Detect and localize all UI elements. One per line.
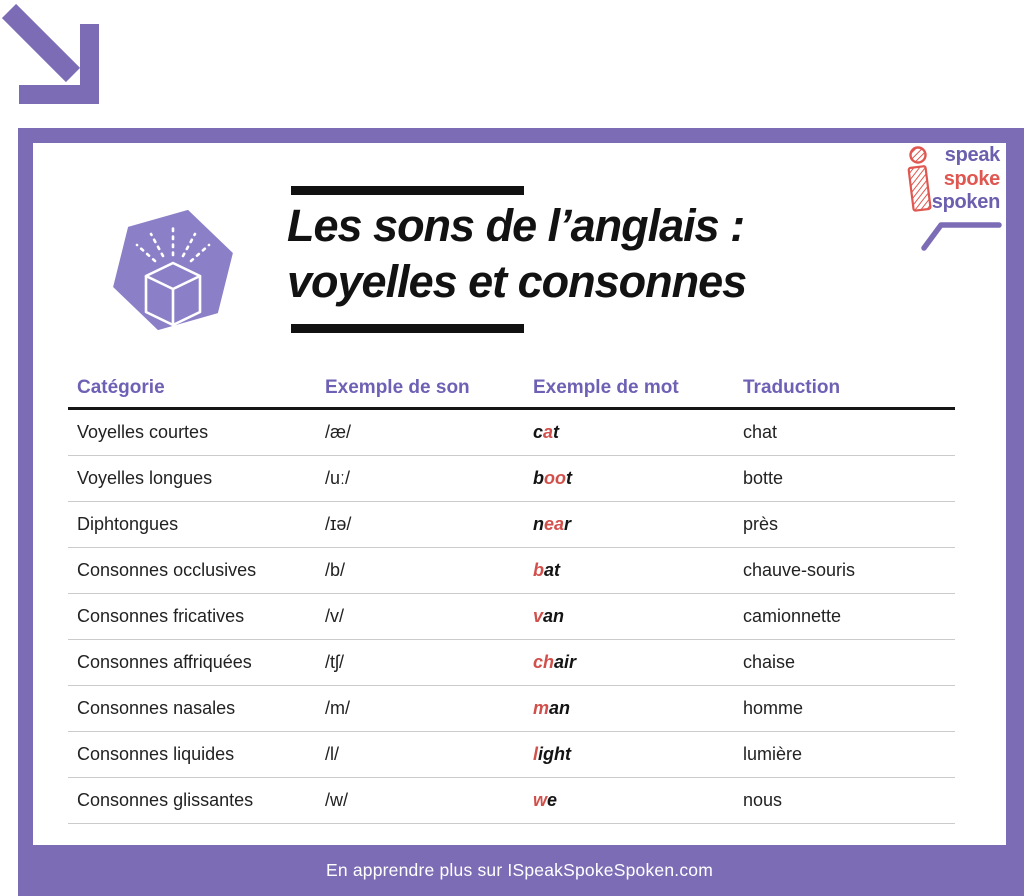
category-cell: Consonnes liquides [77, 744, 235, 764]
table-header-row: Catégorie Exemple de son Exemple de mot … [68, 368, 955, 410]
logo-word-speak: speak [944, 144, 1001, 166]
word-accent: ea [544, 514, 565, 534]
category-cell: Consonnes occlusives [77, 560, 257, 580]
table-row: Consonnes liquides /l/ light lumière [68, 732, 955, 778]
word-cell: chair [533, 652, 743, 673]
table-row: Consonnes fricatives /v/ van camionnette [68, 594, 955, 640]
table-row: Diphtongues /ɪə/ near près [68, 502, 955, 548]
word-cell: van [533, 606, 743, 627]
sound-cell: /b/ [325, 560, 346, 580]
microphone-i-icon [907, 146, 932, 212]
word-accent: w [533, 790, 548, 810]
word-prefix: b [533, 468, 544, 488]
column-header-sound: Exemple de son [325, 376, 470, 398]
translation-cell: camionnette [743, 606, 842, 626]
logo-word-spoke: spoke [943, 167, 1001, 190]
title-rule-bottom [291, 324, 524, 333]
word-accent: b [533, 560, 544, 580]
word-cell: cat [533, 422, 743, 443]
sound-cell: /ɪə/ [325, 514, 352, 534]
category-cell: Consonnes nasales [77, 698, 236, 718]
word-accent: v [533, 606, 544, 626]
sounds-table: Catégorie Exemple de son Exemple de mot … [68, 368, 955, 824]
translation-cell: chaise [743, 652, 796, 672]
translation-cell: chauve-souris [743, 560, 856, 580]
word-cell: near [533, 514, 743, 535]
word-accent: m [533, 698, 550, 718]
translation-cell: homme [743, 698, 804, 718]
category-cell: Consonnes affriquées [77, 652, 252, 672]
word-suffix: e [547, 790, 558, 810]
word-cell: light [533, 744, 743, 765]
sound-cell: /w/ [325, 790, 349, 810]
translation-cell: près [743, 514, 779, 534]
arrow-down-right-icon [2, 4, 99, 104]
logo-word-spoken: spoken [931, 191, 1001, 213]
translation-cell: nous [743, 790, 783, 810]
category-cell: Consonnes glissantes [77, 790, 254, 810]
translation-cell: botte [743, 468, 784, 488]
table-row: Consonnes occlusives /b/ bat chauve-sour… [68, 548, 955, 594]
word-cell: boot [533, 468, 743, 489]
sound-cell: /v/ [325, 606, 345, 626]
footer-bar: En apprendre plus sur ISpeakSpokeSpoken.… [33, 845, 1006, 896]
word-suffix: an [549, 698, 571, 718]
word-prefix: n [533, 514, 544, 534]
translation-cell: chat [743, 422, 778, 442]
sound-cell: /l/ [325, 744, 340, 764]
word-cell: we [533, 790, 743, 811]
translation-cell: lumière [743, 744, 803, 764]
word-accent: l [533, 744, 539, 764]
word-suffix: ight [538, 744, 572, 764]
sound-cell: /æ/ [325, 422, 352, 442]
word-accent: a [543, 422, 554, 442]
category-cell: Diphtongues [77, 514, 179, 534]
footer-text: En apprendre plus sur ISpeakSpokeSpoken.… [325, 860, 714, 880]
page-title-line1: Les sons de l’anglais : [287, 200, 745, 251]
sound-cell: /tʃ/ [325, 652, 345, 672]
word-cell: man [533, 698, 743, 719]
table-row: Consonnes glissantes /w/ we nous [68, 778, 955, 824]
word-suffix: air [554, 652, 577, 672]
table-row: Voyelles longues /uː/ boot botte [68, 456, 955, 502]
page-title: Les sons de l’anglais : voyelles et cons… [287, 198, 847, 310]
category-cell: Voyelles longues [77, 468, 213, 488]
sound-cell: /uː/ [325, 468, 351, 488]
column-header-category: Catégorie [77, 376, 165, 398]
sound-cell: /m/ [325, 698, 350, 718]
word-suffix: at [544, 560, 561, 580]
category-cell: Consonnes fricatives [77, 606, 245, 626]
word-suffix: t [566, 468, 572, 488]
column-header-translation: Traduction [743, 376, 841, 398]
word-prefix: c [533, 422, 544, 442]
brand-wordmark: speak spoke spoken [925, 144, 1001, 215]
title-rule-top [291, 186, 524, 195]
surprise-box-icon [113, 209, 233, 331]
word-cell: bat [533, 560, 743, 581]
brand-logo: speak spoke spoken [900, 144, 1005, 269]
word-accent: ch [533, 652, 555, 672]
word-suffix: t [553, 422, 560, 442]
speech-bubble-tail-icon [921, 222, 1002, 251]
table-row: Consonnes affriquées /tʃ/ chair chaise [68, 640, 955, 686]
word-accent: oo [544, 468, 566, 488]
word-suffix: r [564, 514, 572, 534]
page-title-line2: voyelles et consonnes [287, 256, 747, 307]
word-suffix: an [543, 606, 565, 626]
table-row: Consonnes nasales /m/ man homme [68, 686, 955, 732]
column-header-word: Exemple de mot [533, 376, 679, 398]
category-cell: Voyelles courtes [77, 422, 209, 442]
table-row: Voyelles courtes /æ/ cat chat [68, 410, 955, 456]
